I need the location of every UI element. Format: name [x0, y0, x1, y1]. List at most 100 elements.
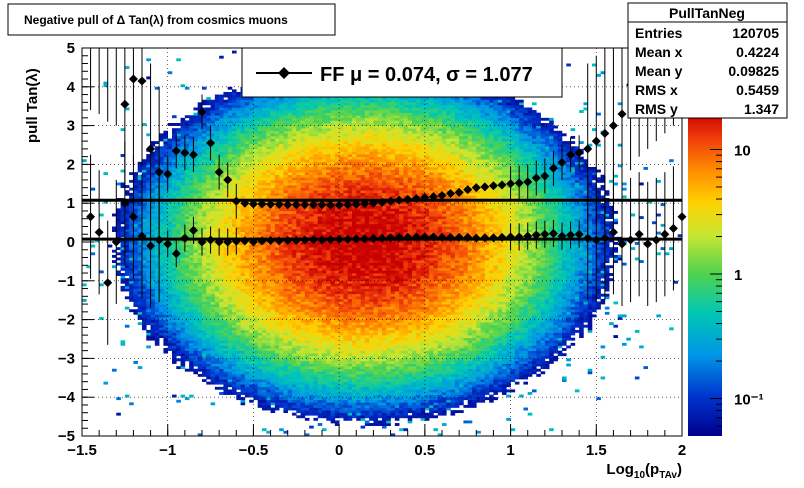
heatmap-cell [137, 244, 143, 248]
heatmap-cell [167, 195, 173, 199]
heatmap-cell [244, 208, 250, 212]
heatmap-cell [232, 190, 237, 194]
heatmap-cell [167, 154, 173, 157]
heatmap-cell [266, 156, 271, 160]
heatmap-cell [159, 216, 164, 220]
heatmap-cell [304, 353, 310, 357]
heatmap-cell [262, 141, 267, 145]
heatmap-cell [313, 368, 319, 372]
heatmap-cell [223, 123, 229, 126]
heatmap-cell [142, 273, 147, 276]
heatmap-cell [124, 296, 130, 300]
heatmap-cell [296, 185, 301, 188]
heatmap-cell [210, 278, 216, 282]
heatmap-cell [227, 373, 233, 377]
heatmap-cell [300, 177, 306, 181]
heatmap-cell [274, 107, 280, 111]
heatmap-cell [240, 148, 246, 152]
heatmap-cell [279, 324, 284, 328]
heatmap-cell [283, 329, 289, 333]
heatmap-cell [206, 337, 211, 341]
heatmap-cell [232, 115, 237, 119]
heatmap-cell [279, 141, 284, 145]
heatmap-cell [142, 247, 147, 251]
heatmap-cell [202, 120, 207, 124]
heatmap-cell [219, 156, 224, 160]
heatmap-cell [197, 244, 203, 248]
heatmap-cell [270, 190, 276, 194]
heatmap-cell [266, 172, 271, 176]
heatmap-cell [253, 386, 259, 390]
heatmap-cell [210, 242, 216, 245]
heatmap-cell [257, 278, 263, 282]
heatmap-cell [142, 306, 147, 310]
heatmap-cell [236, 317, 241, 320]
heatmap-cell [206, 355, 211, 359]
heatmap-cell [206, 154, 211, 157]
heatmap-cell [206, 335, 211, 339]
heatmap-cell [300, 247, 306, 251]
heatmap-cell [287, 371, 293, 375]
heatmap-cell [253, 97, 259, 101]
heatmap-cell [309, 360, 314, 364]
heatmap-cell [146, 154, 151, 157]
heatmap-cell [133, 192, 139, 196]
heatmap-cell [296, 161, 301, 165]
heatmap-cell [279, 394, 284, 398]
heatmap-cell [154, 223, 160, 227]
heatmap-cell [202, 278, 207, 282]
heatmap-cell [266, 270, 271, 274]
heatmap-cell [279, 242, 284, 245]
heatmap-cell [300, 389, 306, 393]
heatmap-cell [189, 283, 194, 287]
heatmap-cell [270, 373, 276, 377]
heatmap-cell [317, 397, 323, 401]
heatmap-cell [240, 267, 246, 271]
heatmap-cell [287, 381, 293, 385]
heatmap-cell [287, 247, 293, 251]
heatmap-cell [133, 242, 139, 245]
heatmap-cell [257, 99, 263, 103]
heatmap-cell [240, 231, 246, 235]
heatmap-cell [274, 112, 280, 116]
heatmap-cell [214, 376, 220, 380]
heatmap-cell [184, 205, 190, 209]
heatmap-cell [219, 252, 224, 256]
heatmap-cell [304, 363, 310, 367]
heatmap-cell [283, 166, 289, 170]
heatmap-cell [232, 221, 237, 225]
heatmap-cell [262, 107, 267, 111]
heatmap-cell [210, 280, 216, 284]
heatmap-cell [223, 337, 229, 341]
heatmap-cell [279, 332, 284, 336]
heatmap-cell [202, 317, 207, 320]
heatmap-cell [120, 252, 126, 256]
heatmap-cell [300, 329, 306, 333]
heatmap-cell [197, 125, 203, 129]
heatmap-cell [300, 244, 306, 248]
heatmap-cell [214, 322, 220, 326]
heatmap-cell [262, 151, 267, 155]
heatmap-cell [193, 298, 199, 302]
heatmap-cell [137, 218, 143, 222]
heatmap-cell [249, 249, 254, 253]
heatmap-cell [223, 192, 229, 196]
heatmap-cell [223, 392, 229, 395]
heatmap-cell [214, 148, 220, 152]
heatmap-cell [292, 260, 297, 263]
heatmap-cell [232, 332, 237, 336]
heatmap-cell [227, 257, 233, 261]
heatmap-cell [180, 311, 186, 315]
heatmap-cell [283, 148, 289, 152]
heatmap-cell [193, 306, 199, 310]
heatmap-cell [274, 257, 280, 261]
heatmap-cell [116, 397, 121, 401]
heatmap-cell [214, 249, 220, 253]
heatmap-cell [214, 94, 220, 98]
heatmap-cell [232, 254, 237, 258]
heatmap-cell [236, 231, 241, 235]
heatmap-cell [236, 265, 241, 269]
heatmap-cell [300, 278, 306, 282]
heatmap-cell [253, 397, 259, 401]
heatmap-cell [189, 394, 194, 398]
